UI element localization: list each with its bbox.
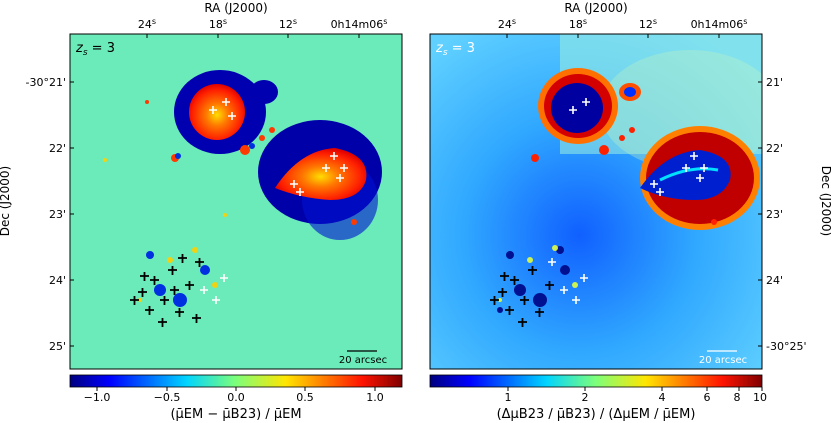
right-cbar-tick: 2: [582, 391, 589, 404]
left-cbar-tick: −0.5: [154, 391, 181, 404]
left-map-panel: RA (J2000) 24s 18s 12s 0h14m06s Dec (J20…: [0, 1, 403, 422]
right-ra-tick-24: 24s: [498, 17, 516, 31]
left-ra-title: RA (J2000): [204, 1, 267, 15]
left-map-image: [70, 34, 402, 369]
right-cbar-tick: 1: [505, 391, 512, 404]
left-dec-tick-22: 22': [49, 142, 66, 155]
right-map-panel: RA (J2000) 24s 18s 12s 0h14m06s Dec (J20…: [429, 1, 831, 422]
left-cbar-tick: 1.0: [366, 391, 384, 404]
right-scalebar-label: 20 arcsec: [699, 355, 747, 366]
left-dec-tick-23: 23': [49, 208, 66, 221]
left-dec-title: Dec (J2000): [0, 166, 12, 236]
left-dec-tick-21: -30°21': [26, 76, 67, 89]
right-dec-tick-25: -30°25': [766, 340, 807, 353]
left-cbar-tick: −1.0: [84, 391, 111, 404]
left-ra-tick-12: 12s: [279, 17, 297, 31]
black-cross-markers: [130, 254, 204, 327]
right-dec-title: Dec (J2000): [819, 166, 831, 236]
white-cross-markers: [200, 98, 348, 304]
right-colorbar: [429, 374, 763, 388]
right-colorbar-label: (ΔμB23 / μ̄B23) / (ΔμEM / μ̄EM): [497, 407, 696, 422]
right-map-frame: [429, 33, 763, 370]
left-colorbar: [69, 374, 403, 388]
left-map-frame: [69, 33, 403, 370]
right-dec-tick-24: 24': [766, 274, 783, 287]
left-cbar-tick: 0.5: [296, 391, 314, 404]
right-cbar-tick: 4: [659, 391, 666, 404]
left-dec-tick-24: 24': [49, 274, 66, 287]
right-dec-tick-21: 21': [766, 76, 783, 89]
right-cbar-tick: 8: [734, 391, 741, 404]
left-cbar-tick: 0.0: [227, 391, 245, 404]
right-ra-tick-06: 0h14m06s: [691, 17, 748, 31]
left-colorbar-label: (μ̄EM − μ̄B23) / μ̄EM: [170, 407, 301, 422]
left-ra-tick-06: 0h14m06s: [331, 17, 388, 31]
right-white-cross-markers: [548, 98, 708, 304]
left-scalebar-label: 20 arcsec: [339, 355, 387, 366]
right-dec-tick-22: 22': [766, 142, 783, 155]
right-map-image: [430, 34, 762, 369]
left-panel-label: zs = 3: [75, 41, 115, 58]
right-ra-title: RA (J2000): [564, 1, 627, 15]
right-ra-tick-12: 12s: [639, 17, 657, 31]
right-black-cross-markers: [490, 266, 554, 327]
left-dec-tick-25: 25': [49, 340, 66, 353]
left-ra-tick-24: 24s: [138, 17, 156, 31]
right-ra-tick-18: 18s: [569, 17, 587, 31]
right-panel-label: zs = 3: [435, 41, 475, 58]
right-cbar-tick: 10: [753, 391, 767, 404]
right-cbar-tick: 6: [704, 391, 711, 404]
left-ra-tick-18: 18s: [209, 17, 227, 31]
right-dec-tick-23: 23': [766, 208, 783, 221]
